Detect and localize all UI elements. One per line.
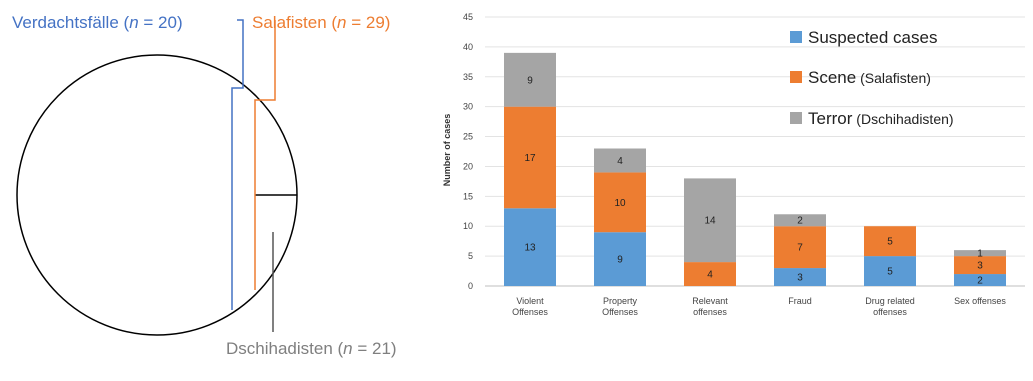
- bar-segment: [504, 52, 556, 107]
- bar-segment: [774, 214, 826, 227]
- bar-segment: [684, 262, 736, 286]
- bar-data-label: 9: [617, 255, 623, 266]
- y-tick-label: 20: [463, 161, 473, 171]
- x-tick-label: Fraud: [788, 296, 812, 306]
- legend-swatch: [790, 112, 802, 124]
- legend-entry: Terror (Dschihadisten): [808, 109, 954, 128]
- bar-segment: [774, 226, 826, 269]
- bar-data-label: 10: [614, 198, 626, 209]
- bar-segment: [864, 226, 916, 257]
- venn-label-suspected: Verdachtsfälle (n = 20): [12, 13, 183, 32]
- bar-segment: [864, 256, 916, 286]
- bar-segment: [684, 178, 736, 263]
- y-tick-label: 40: [463, 42, 473, 52]
- legend: Suspected cases Scene (Salafisten) Terror …: [790, 28, 954, 128]
- y-tick-label: 10: [463, 221, 473, 231]
- bar-segment: [594, 232, 646, 286]
- x-axis-labels: Violent Offenses Property Offenses Relevant o…: [512, 296, 1006, 317]
- y-tick-label: 15: [463, 191, 473, 201]
- bar-data-label: 4: [617, 156, 623, 167]
- x-tick-label: Violent Offenses: [512, 296, 548, 317]
- bar-data-label: 14: [704, 216, 716, 227]
- legend-entry: Suspected cases: [808, 28, 937, 47]
- x-tick-label: Drug related offenses: [865, 296, 915, 317]
- bar-data-label: 2: [977, 276, 983, 287]
- legend-entry: Scene (Salafisten): [808, 68, 931, 87]
- bar-data-label: 2: [797, 216, 803, 227]
- y-tick-label: 45: [463, 12, 473, 22]
- y-axis-ticks: 0 5 10 15 20 25 30 35 40 45: [463, 12, 473, 291]
- bar-data-label: 4: [707, 270, 713, 281]
- x-tick-label: Property Offenses: [602, 296, 638, 317]
- bar-data-label: 7: [797, 243, 803, 254]
- legend-swatch: [790, 71, 802, 83]
- y-tick-label: 5: [468, 251, 473, 261]
- bar-segment: [504, 208, 556, 286]
- bar-data-label: 9: [527, 75, 533, 86]
- y-tick-label: 25: [463, 132, 473, 142]
- suspected-cases-bracket: [231, 19, 244, 310]
- y-tick-label: 30: [463, 102, 473, 112]
- x-tick-label: Sex offenses: [954, 296, 1006, 306]
- bar-segment: [954, 250, 1006, 257]
- bar-segment: [774, 268, 826, 286]
- bar-data-label: 5: [887, 237, 893, 248]
- venn-label-dschihadisten: Dschihadisten (n = 21): [226, 339, 397, 358]
- bar-segment: [594, 148, 646, 173]
- venn-diagram: Verdachtsfälle (n = 20) Salafisten (n = …: [12, 13, 397, 358]
- x-tick-label: Relevant offenses: [692, 296, 728, 317]
- bar-segment: [594, 172, 646, 233]
- salafisten-bracket: [254, 20, 276, 290]
- bar-segment: [954, 256, 1006, 275]
- bar-data-label: 3: [797, 273, 803, 284]
- y-tick-label: 35: [463, 72, 473, 82]
- y-axis-label: Number of cases: [442, 114, 452, 187]
- venn-label-salafisten: Salafisten (n = 29): [252, 13, 390, 32]
- chart-panel: 0 5 10 15 20 25 30 35 40 45 13 17 9 9 10 4 4 14 3 7 2 5 5 2 3 1 …: [430, 0, 1033, 376]
- bar-data-label: 1: [977, 249, 983, 260]
- y-tick-label: 0: [468, 281, 473, 291]
- bar-segment: [954, 274, 1006, 286]
- bar-data-label: 13: [524, 243, 536, 254]
- gridlines: [485, 16, 1025, 287]
- venn-panel: Verdachtsfälle (n = 20) Salafisten (n = …: [0, 0, 430, 376]
- bar-data-label: 3: [977, 261, 983, 272]
- bar-data-label: 5: [887, 267, 893, 278]
- bar-segment: [504, 106, 556, 209]
- legend-swatch: [790, 31, 802, 43]
- bar-data-label: 17: [524, 153, 536, 164]
